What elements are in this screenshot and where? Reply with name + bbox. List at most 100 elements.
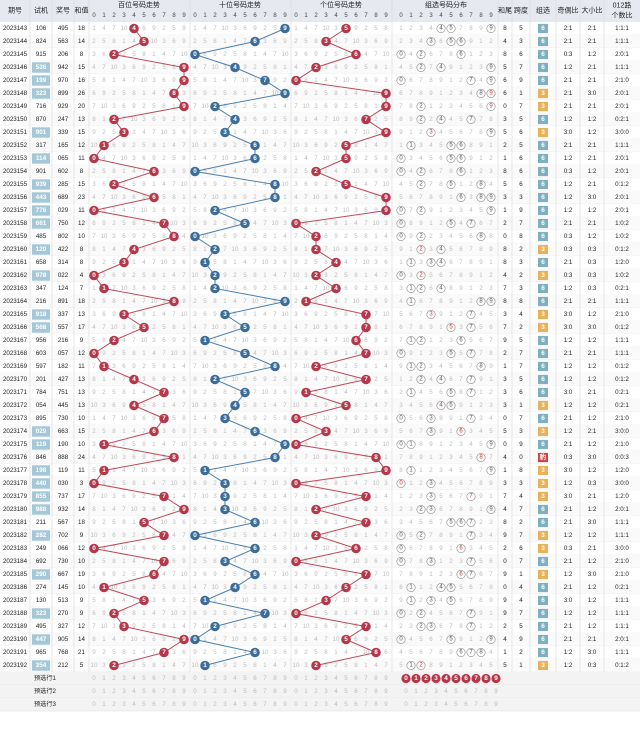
draw-cell: 737 [58,493,69,500]
jiou-cell: 1:2 [564,337,573,344]
miss-count: 10 [192,662,199,669]
zuxuan-miss: 2 [399,623,403,630]
shi-ball [220,478,230,489]
zuxuan-ring [426,504,436,514]
header-zuxuan: 组选号码分布 [425,0,467,9]
miss-count: 5 [273,285,277,292]
zuxuan-digit: 0 [399,546,403,552]
lu012-cell: 0:1:2 [615,662,629,669]
miss-count: 9 [283,558,287,565]
zuxuan-digit: 1 [409,338,413,344]
zuxuan-miss: 4 [469,441,473,448]
miss-count: 5 [172,545,176,552]
miss-count: 9 [92,389,96,396]
sum-cell: 10 [78,415,85,422]
span-cell: 3 [519,285,523,292]
draw-cell: 327 [58,623,69,630]
miss-count: 7 [384,532,388,539]
miss-count: 1 [112,207,116,214]
zuxuan-digit: 2 [419,364,423,370]
miss-count: 5 [273,415,277,422]
miss-count: 1 [152,51,156,58]
zuxuan-miss: 4 [439,129,443,136]
miss-count: 9 [152,285,156,292]
bai-ball [159,491,169,502]
miss-count: 4 [314,376,318,383]
draw-cell: 165 [58,142,69,149]
miss-count: 4 [263,311,267,318]
zuxuan-miss: 3 [419,25,423,32]
miss-count: 3 [344,246,348,253]
miss-count: 5 [233,571,237,578]
jiou-cell: 0:3 [564,246,573,253]
bai-ball [159,530,169,541]
lu012-cell: 0:1:2 [615,324,629,331]
ge-ball [361,322,371,333]
shi-ball-digit: 6 [253,519,257,526]
shi-ball-digit: 5 [243,350,247,357]
sum-cell: 16 [78,77,85,84]
miss-count: 6 [172,38,176,45]
miss-count: 4 [193,454,197,461]
shi-ball [210,374,220,385]
miss-count: 1 [142,610,146,617]
zuxuan-miss: 5 [399,662,403,669]
zuxuan-digit: 7 [469,416,473,422]
predict-digit: 1 [304,701,308,708]
zuxuan-ring [416,361,426,371]
miss-count: 7 [142,298,146,305]
jiou-cell: 1:2 [564,116,573,123]
miss-count: 4 [233,428,237,435]
miss-count: 1 [152,311,156,318]
miss-count: 6 [152,636,156,643]
miss-count: 5 [203,558,207,565]
sum-cell: 24 [78,454,85,461]
miss-count: 9 [193,519,197,526]
zuxuan-digit: 9 [489,65,493,71]
zuxuan-ring [406,387,416,397]
trial-cell: 054 [36,402,47,409]
miss-count: 10 [181,311,188,318]
trial-cell: 347 [36,285,47,292]
miss-count: 10 [232,376,239,383]
miss-count: 4 [132,38,136,45]
miss-count: 7 [384,662,388,669]
predict-digit: 3 [122,701,126,708]
span-cell: 7 [519,64,523,71]
miss-count: 1 [213,597,217,604]
daxiao-cell: 1:2 [588,363,597,370]
zuxuan-miss: 9 [399,129,403,136]
miss-count: 4 [324,467,328,474]
miss-count: 1 [112,77,116,84]
miss-count: 5 [304,558,308,565]
header-digit: 5 [142,13,146,19]
miss-count: 7 [344,168,348,175]
miss-count: 10 [293,532,300,539]
ge-ball-digit: 2 [314,532,318,539]
sum-cell: 10 [78,441,85,448]
miss-count: 6 [152,506,156,513]
miss-count: 9 [162,506,166,513]
miss-count: 5 [344,532,348,539]
tail-cell: 1 [503,363,507,370]
zuxuan-digit: 3 [429,481,433,487]
trial-cell: 029 [36,428,47,435]
miss-count: 3 [294,181,298,188]
ge-ball-digit: 7 [364,376,368,383]
miss-count: 3 [374,389,378,396]
zuxuan-miss: 2 [409,25,413,32]
miss-count: 3 [172,129,176,136]
issue-cell: 2023151 [3,129,28,136]
zuxuan-miss: 9 [469,272,473,279]
shi-ball [230,582,240,593]
miss-count: 8 [142,51,146,58]
miss-count: 3 [283,350,287,357]
miss-count: 10 [202,363,209,370]
miss-count: 2 [334,142,338,149]
issue-cell: 2023174 [3,428,28,435]
tail-cell: 6 [503,77,507,84]
zuxuan-miss: 9 [489,597,493,604]
miss-count: 3 [364,428,368,435]
miss-count: 10 [323,155,330,162]
miss-count: 1 [162,272,166,279]
